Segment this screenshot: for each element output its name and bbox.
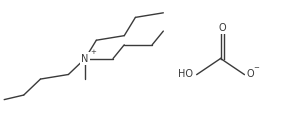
Text: O: O	[246, 69, 254, 79]
Text: −: −	[253, 65, 259, 71]
Text: HO: HO	[178, 69, 193, 79]
Text: N: N	[81, 53, 89, 64]
Text: +: +	[90, 49, 96, 55]
Text: O: O	[219, 23, 226, 33]
